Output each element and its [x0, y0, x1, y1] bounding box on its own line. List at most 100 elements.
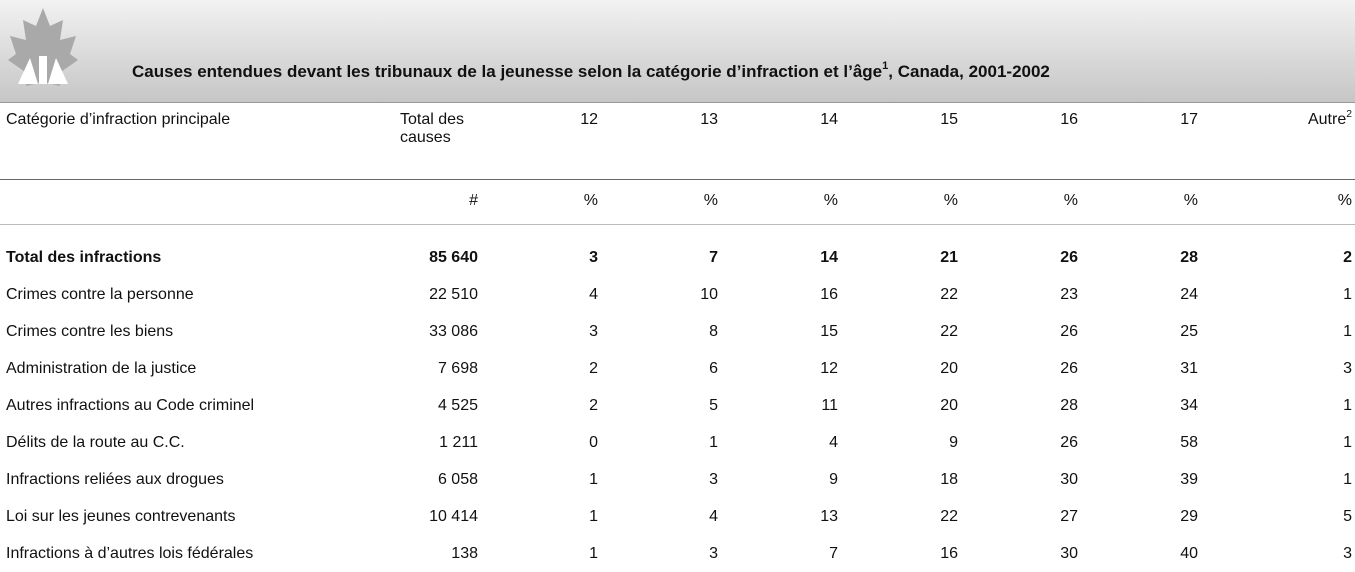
cell: 21: [940, 248, 958, 266]
column-header-text: Total des causes: [400, 111, 465, 146]
column-header-text: Autre: [1307, 111, 1347, 128]
cell: 3: [589, 248, 598, 266]
cell: 3: [589, 322, 598, 340]
cell: 7: [829, 544, 838, 562]
cell: 16: [940, 544, 958, 562]
cell: 2: [1343, 248, 1352, 266]
data-row: Administration de la justice 7 698 2 6 12 20 2…: [0, 350, 1355, 387]
cell: 22 510: [429, 285, 478, 303]
data-row: Délits de la route au C.C. 1 211 0 1 4 9 26 58 1: [0, 424, 1355, 461]
column-header-text: 16: [1060, 111, 1078, 128]
cell: 4: [589, 285, 598, 303]
cell: 23: [1060, 285, 1078, 303]
data-row: Autres infractions au Code criminel 4 525…: [0, 387, 1355, 424]
row-label: Crimes contre les biens: [6, 322, 174, 340]
column-header: Catégorie d’infraction principale: [0, 104, 330, 180]
unit-cell: #: [330, 179, 485, 225]
row-label: Délits de la route au C.C.: [6, 433, 185, 451]
cell: 85 640: [429, 248, 478, 266]
title-footnote: 1: [882, 60, 889, 72]
cell: 40: [1180, 544, 1198, 562]
title-suffix: , Canada, 2001-2002: [888, 62, 1050, 81]
cell: 26: [1060, 322, 1078, 340]
cell: 24: [1180, 285, 1198, 303]
cell: 1: [589, 470, 598, 488]
header-row: Catégorie d’infraction principale Total d…: [0, 104, 1355, 180]
cell: 34: [1180, 396, 1198, 414]
cell: 4 525: [437, 396, 478, 414]
cell: 11: [821, 396, 838, 414]
cell: 4: [829, 433, 838, 451]
cell: 25: [1180, 322, 1198, 340]
banner: Causes entendues devant les tribunaux de…: [0, 0, 1355, 103]
cell: 29: [1180, 507, 1198, 525]
cell: 7 698: [437, 359, 478, 377]
row-label: Autres infractions au Code criminel: [6, 396, 255, 414]
data-row: Crimes contre les biens 33 086 3 8 15 22 26 25 1: [0, 313, 1355, 350]
cell: 1: [1343, 433, 1352, 451]
column-header-text: 17: [1180, 111, 1198, 128]
cell: 7: [709, 248, 718, 266]
row-label: Administration de la justice: [6, 359, 197, 377]
cell: 27: [1060, 507, 1078, 525]
row-label: Infractions reliées aux drogues: [6, 470, 224, 488]
data-table: Catégorie d’infraction principale Total d…: [0, 104, 1355, 572]
cell: 10 414: [429, 507, 478, 525]
cell: 3: [1343, 359, 1352, 377]
cell: 0: [589, 433, 598, 451]
cell: 1: [1343, 396, 1352, 414]
title-text: Causes entendues devant les tribunaux de…: [132, 62, 883, 81]
unit-cell: %: [845, 179, 965, 225]
cell: 13: [820, 507, 838, 525]
cell: 31: [1180, 359, 1198, 377]
cell: 9: [829, 470, 838, 488]
cell: 26: [1060, 248, 1078, 266]
cell: 1: [1343, 285, 1352, 303]
unit-cell: %: [1085, 179, 1205, 225]
row-label: Loi sur les jeunes contrevenants: [6, 507, 236, 525]
cell: 6 058: [437, 470, 478, 488]
cell: 1: [1343, 322, 1352, 340]
cell: 6: [709, 359, 718, 377]
data-row: Loi sur les jeunes contrevenants 10 414 1 4…: [0, 498, 1355, 535]
column-header-text: 12: [580, 111, 598, 128]
row-label: Total des infractions: [6, 248, 162, 266]
cell: 1: [709, 433, 718, 451]
cell: 9: [949, 433, 958, 451]
cell: 18: [940, 470, 958, 488]
column-header-text: 13: [700, 111, 718, 128]
data-row: Crimes contre la personne 22 510 4 10 16 22 23…: [0, 276, 1355, 313]
cell: 22: [940, 285, 958, 303]
cell: 1: [589, 507, 598, 525]
cell: 22: [940, 322, 958, 340]
cell: 14: [820, 248, 838, 266]
cell: 8: [709, 322, 718, 340]
cell: 39: [1180, 470, 1198, 488]
cell: 28: [1060, 396, 1078, 414]
cell: 138: [451, 544, 478, 562]
cell: 30: [1060, 470, 1078, 488]
cell: 28: [1180, 248, 1198, 266]
row-label: Infractions à d’autres lois fédérales: [6, 544, 254, 562]
unit-cell: %: [1205, 179, 1355, 225]
unit-cell: %: [605, 179, 725, 225]
row-label: Crimes contre la personne: [6, 285, 194, 303]
cell: 2: [589, 396, 598, 414]
cell: 12: [820, 359, 838, 377]
data-row: Total des infractions 85 640 3 7 14 21 26 28 2: [0, 225, 1355, 277]
unit-cell: %: [485, 179, 605, 225]
cell: 10: [700, 285, 718, 303]
column-header: Autre2: [1205, 104, 1355, 180]
cell: 26: [1060, 359, 1078, 377]
units-spacer: [0, 179, 330, 225]
column-footnote: 2: [1346, 109, 1352, 120]
cell: 5: [709, 396, 718, 414]
column-header: 17: [1085, 104, 1205, 180]
cell: 26: [1060, 433, 1078, 451]
column-header: 16: [965, 104, 1085, 180]
column-header-text: 15: [940, 111, 958, 128]
cell: 1 211: [439, 433, 478, 451]
column-header: 12: [485, 104, 605, 180]
cell: 20: [940, 359, 958, 377]
maple-leaf-icon: [8, 8, 78, 86]
